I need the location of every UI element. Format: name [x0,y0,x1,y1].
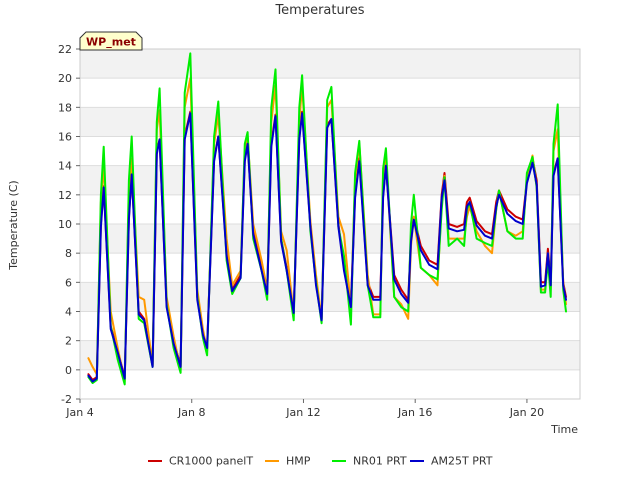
y-tick-label: 2 [65,335,72,348]
y-tick-label: 10 [58,218,72,231]
x-tick-label: Jan 12 [285,406,320,419]
y-tick-label: 20 [58,72,72,85]
x-axis-label: Time [550,423,578,436]
y-tick-label: 4 [65,306,72,319]
y-tick-label: 0 [65,364,72,377]
background-band [80,340,580,370]
series-line-am25t-prt [87,112,567,383]
y-tick-label: 22 [58,43,72,56]
y-tick-label: 12 [58,189,72,202]
legend-label: NR01 PRT [353,455,407,468]
background-band [80,253,580,283]
wp-met-badge-box [79,31,143,51]
legend-item-am25t-prt: AM25T PRT [410,455,493,468]
y-tick-label: -2 [61,393,72,406]
background-band [80,136,580,166]
legend-label: HMP [286,455,311,468]
wp-met-badge-label: WP_met [86,36,136,49]
x-tick-label: Jan 4 [65,406,93,419]
y-tick-label: 8 [65,247,72,260]
legend-item-nr01-prt: NR01 PRT [332,455,407,468]
legend: CR1000 panelT HMP NR01 PRT AM25T PRT [148,455,493,468]
background-band [80,311,580,341]
y-axis: -2 0 2 4 6 8 10 12 14 16 18 20 22 [58,43,80,406]
x-tick-label: Jan 16 [397,406,432,419]
y-tick-label: 6 [65,276,72,289]
x-tick-label: Jan 20 [509,406,544,419]
background-band [80,369,580,399]
legend-label: AM25T PRT [431,455,493,468]
legend-item-cr1000-panelt: CR1000 panelT [148,455,253,468]
y-tick-label: 18 [58,101,72,114]
background-band [80,49,580,79]
wp-met-badge: WP_met [79,31,143,51]
legend-label: CR1000 panelT [169,455,253,468]
x-axis: Jan 4 Jan 8 Jan 12 Jan 16 Jan 20 [65,399,544,419]
plot-background [80,49,580,399]
y-axis-label: Temperature (C) [7,180,20,270]
x-tick-label: Jan 8 [177,406,205,419]
y-tick-label: 16 [58,131,72,144]
legend-item-hmp: HMP [265,455,311,468]
chart-title: Temperatures [274,3,364,18]
y-tick-label: 14 [58,160,72,173]
background-band [80,282,580,312]
series-layer [87,52,567,386]
